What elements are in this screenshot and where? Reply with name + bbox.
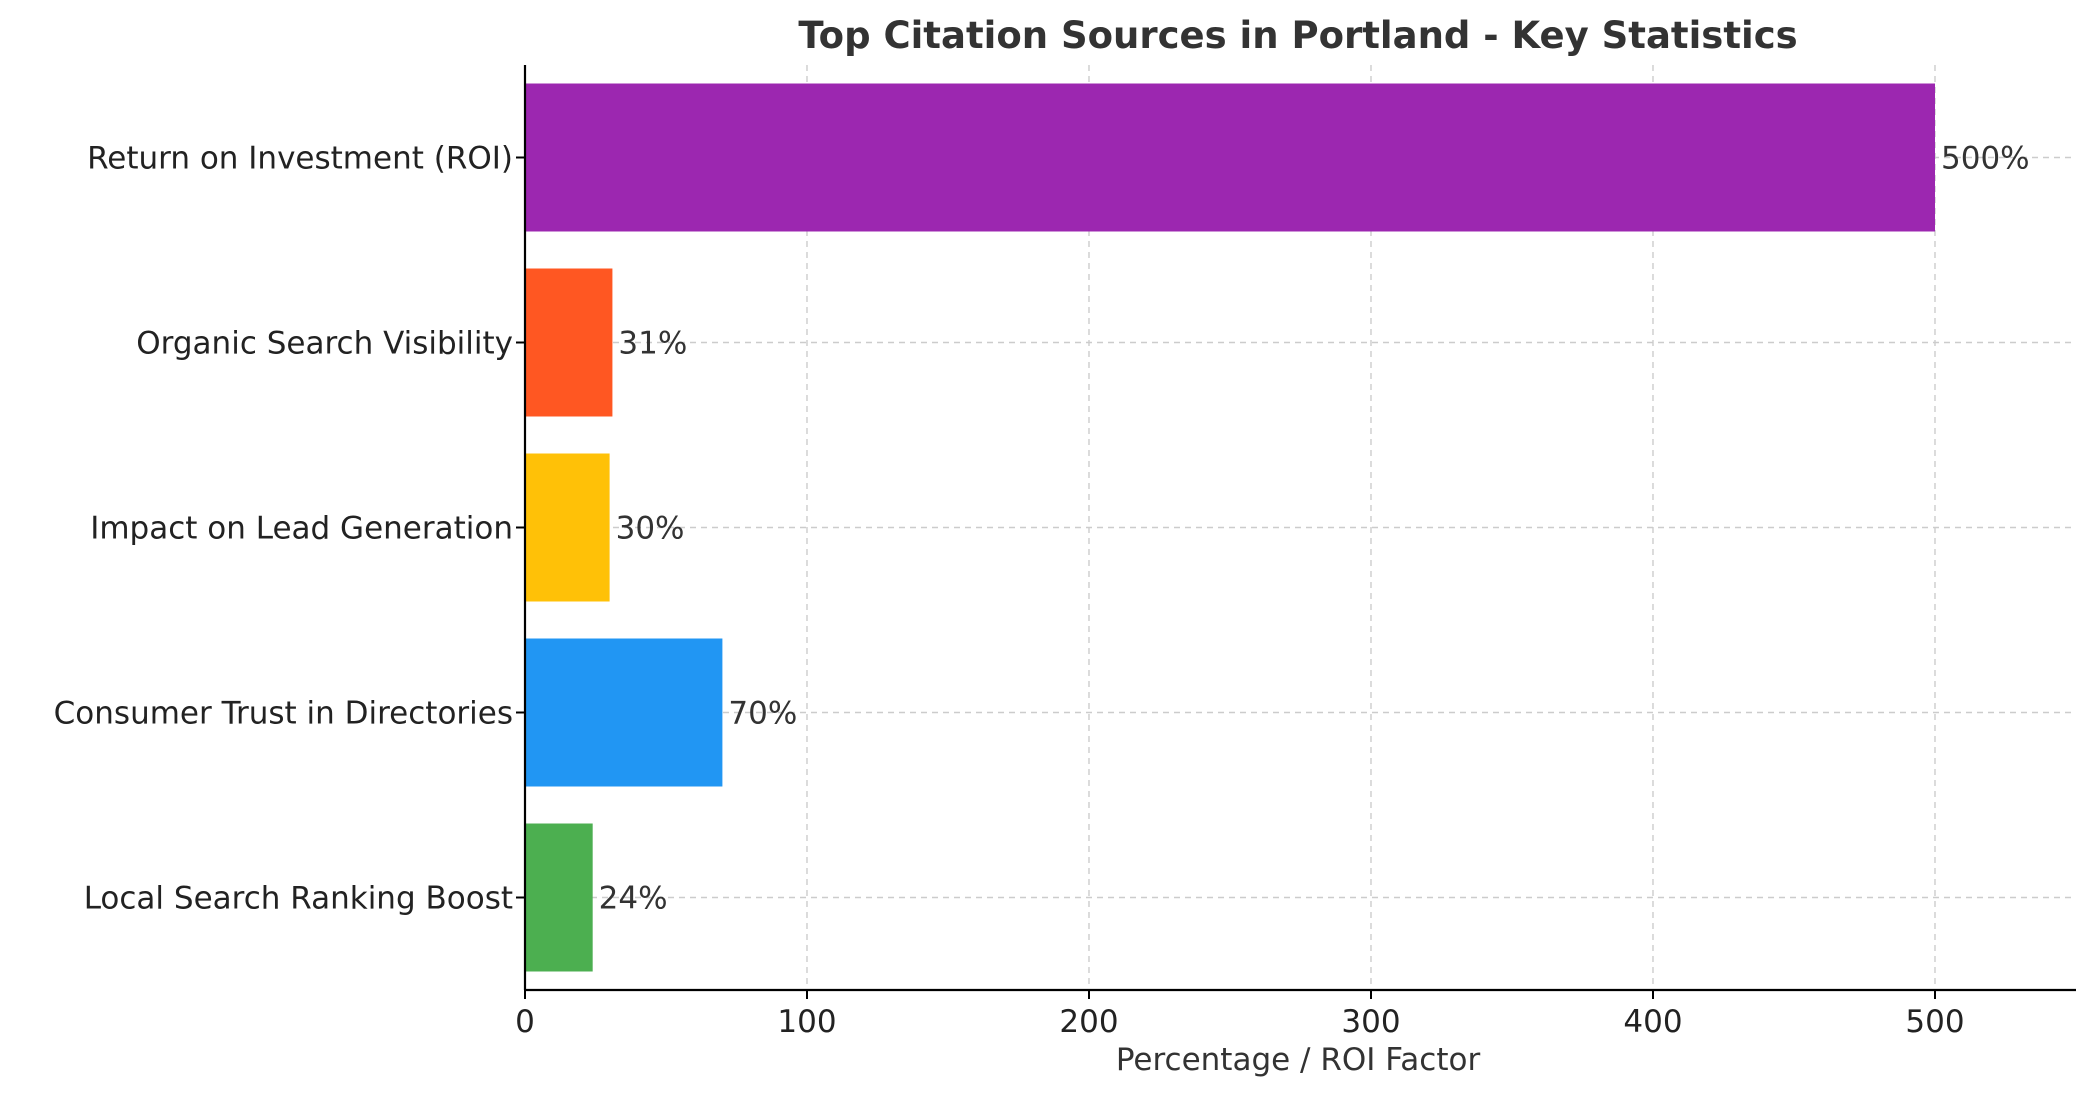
x-tick-label: 200 [1059, 1004, 1118, 1040]
data-labels: 500% 31% 30% 70% 24% [599, 141, 2030, 917]
y-tick-label: Consumer Trust in Directories [54, 696, 513, 732]
bar [525, 83, 1935, 232]
x-tick-label: 0 [515, 1004, 535, 1040]
chart-title: Top Citation Sources in Portland - Key S… [798, 14, 1797, 57]
x-tick-label: 500 [1905, 1004, 1964, 1040]
bar-value-label: 31% [618, 326, 687, 362]
bar-value-label: 500% [1941, 141, 2030, 177]
x-tick-label: 100 [777, 1004, 836, 1040]
bar-value-label: 24% [599, 881, 668, 917]
y-tick-labels: Return on Investment (ROI) Organic Search… [54, 141, 525, 917]
bars [525, 83, 1935, 972]
bar [525, 453, 610, 602]
bar-value-label: 70% [728, 696, 797, 732]
x-axis-label: Percentage / ROI Factor [1116, 1042, 1481, 1078]
y-tick-label: Organic Search Visibility [136, 326, 513, 362]
y-tick-label: Return on Investment (ROI) [87, 141, 513, 177]
x-tick-labels: 0 100 200 300 400 500 [515, 990, 1965, 1040]
bar [525, 638, 723, 787]
x-tick-label: 400 [1623, 1004, 1682, 1040]
x-tick-label: 300 [1341, 1004, 1400, 1040]
bar-value-label: 30% [616, 511, 685, 547]
y-tick-label: Impact on Lead Generation [90, 511, 513, 547]
bar [525, 268, 613, 417]
y-tick-label: Local Search Ranking Boost [84, 881, 513, 917]
bar [525, 823, 593, 972]
